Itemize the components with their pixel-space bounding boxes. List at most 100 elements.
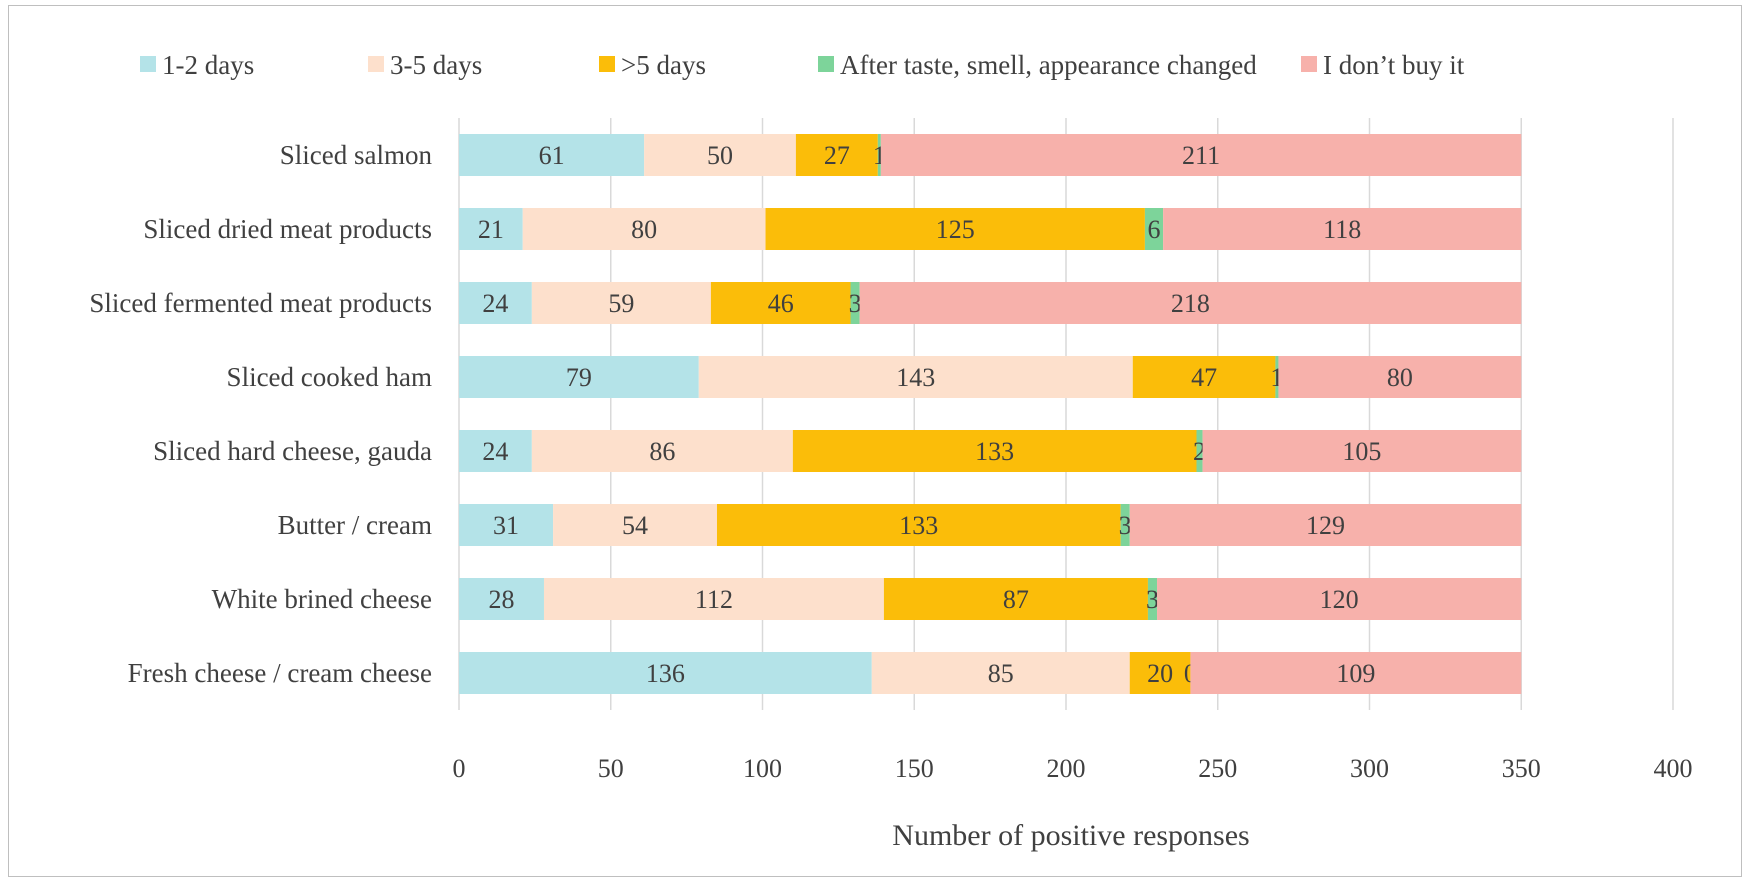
bar-4-series-4 <box>1202 430 1522 472</box>
category-label-2: Sliced fermented meat products <box>89 288 432 318</box>
category-label-1: Sliced dried meat products <box>143 214 432 244</box>
legend-swatch-2 <box>599 56 615 72</box>
bar-1-series-2 <box>765 208 1145 250</box>
bar-7-series-2 <box>1129 652 1191 694</box>
category-label-6: White brined cheese <box>212 584 432 614</box>
bar-0-series-4 <box>880 134 1522 176</box>
bar-7-series-0 <box>459 652 872 694</box>
x-tick-label-200: 200 <box>1047 754 1086 783</box>
x-tick-label-0: 0 <box>453 754 466 783</box>
data-label-3-series-0: 79 <box>566 363 592 392</box>
data-label-7-series-2: 20 <box>1147 659 1173 688</box>
bar-4-series-0 <box>459 430 532 472</box>
bar-1-series-1 <box>522 208 766 250</box>
data-label-4-series-2: 133 <box>975 437 1014 466</box>
bar-3-series-3 <box>1275 356 1279 398</box>
x-tick-label-50: 50 <box>598 754 624 783</box>
data-label-6-series-0: 28 <box>488 585 514 614</box>
data-label-3-series-4: 80 <box>1387 363 1413 392</box>
x-tick-labels: 0 50 100 150 200 250 300 350 400 <box>453 754 1693 783</box>
category-label-7: Fresh cheese / cream cheese <box>128 658 432 688</box>
legend: 1-2 days 3-5 days >5 days After taste, smel… <box>140 50 1465 80</box>
legend-label-0: 1-2 days <box>162 50 254 80</box>
data-label-0-series-2: 27 <box>824 141 850 170</box>
bar-2-series-4 <box>859 282 1522 324</box>
bar-6-series-0 <box>459 578 544 620</box>
data-label-1-series-1: 80 <box>631 215 657 244</box>
data-label-2-series-1: 59 <box>608 289 634 318</box>
bar-6-series-4 <box>1157 578 1522 620</box>
data-label-5-series-3: 3 <box>1119 511 1132 540</box>
data-label-7-series-4: 109 <box>1336 659 1375 688</box>
data-label-3-series-1: 143 <box>896 363 935 392</box>
bar-3-series-1 <box>698 356 1133 398</box>
bar-5-series-0 <box>459 504 554 546</box>
data-label-2-series-4: 218 <box>1171 289 1210 318</box>
data-label-6-series-2: 87 <box>1003 585 1029 614</box>
legend-label-4: I don’t buy it <box>1323 50 1465 80</box>
bar-0-series-0 <box>459 134 645 176</box>
bar-1-series-0 <box>459 208 523 250</box>
x-tick-label-150: 150 <box>895 754 934 783</box>
bar-2-series-3 <box>850 282 860 324</box>
bar-6-series-2 <box>883 578 1148 620</box>
bar-6-series-3 <box>1147 578 1158 620</box>
legend-swatch-0 <box>140 56 156 72</box>
legend-label-3: After taste, smell, appearance changed <box>840 50 1257 80</box>
x-tick-label-250: 250 <box>1198 754 1237 783</box>
data-label-1-series-3: 6 <box>1148 215 1161 244</box>
bar-1-series-4 <box>1163 208 1522 250</box>
bar-3-series-2 <box>1132 356 1276 398</box>
data-label-6-series-1: 112 <box>695 585 733 614</box>
bar-7-series-1 <box>871 652 1130 694</box>
data-label-1-series-2: 125 <box>936 215 975 244</box>
bar-0-series-1 <box>644 134 796 176</box>
data-label-4-series-0: 24 <box>482 437 508 466</box>
data-label-6-series-4: 120 <box>1320 585 1359 614</box>
category-labels: Sliced salmon Sliced dried meat products S… <box>89 140 432 688</box>
bar-3-series-0 <box>459 356 699 398</box>
data-label-1-series-0: 21 <box>478 215 504 244</box>
legend-swatch-1 <box>368 56 384 72</box>
legend-label-1: 3-5 days <box>390 50 482 80</box>
x-tick-label-300: 300 <box>1350 754 1389 783</box>
bar-5-series-3 <box>1120 504 1130 546</box>
bar-0-series-3 <box>877 134 881 176</box>
data-label-4-series-1: 86 <box>649 437 675 466</box>
data-label-7-series-1: 85 <box>988 659 1014 688</box>
bar-2-series-0 <box>459 282 532 324</box>
bar-1-series-3 <box>1144 208 1164 250</box>
category-label-5: Butter / cream <box>278 510 432 540</box>
data-label-5-series-2: 133 <box>899 511 938 540</box>
gridlines <box>458 118 1674 710</box>
bar-0-series-2 <box>795 134 878 176</box>
category-label-4: Sliced hard cheese, gauda <box>153 436 432 466</box>
data-label-7-series-0: 136 <box>646 659 685 688</box>
data-label-4-series-4: 105 <box>1342 437 1381 466</box>
legend-swatch-4 <box>1301 56 1317 72</box>
bar-7-series-4 <box>1190 652 1522 694</box>
data-label-0-series-4: 211 <box>1182 141 1220 170</box>
x-tick-label-400: 400 <box>1654 754 1693 783</box>
bar-2-series-1 <box>531 282 711 324</box>
data-label-3-series-2: 47 <box>1191 363 1217 392</box>
bar-5-series-1 <box>553 504 717 546</box>
bar-6-series-1 <box>543 578 884 620</box>
x-axis-title: Number of positive responses <box>892 819 1249 852</box>
bar-2-series-2 <box>710 282 851 324</box>
bar-4-series-3 <box>1196 430 1203 472</box>
data-label-5-series-1: 54 <box>622 511 648 540</box>
legend-swatch-3 <box>818 56 834 72</box>
x-tick-label-350: 350 <box>1502 754 1541 783</box>
category-label-0: Sliced salmon <box>280 140 433 170</box>
legend-label-2: >5 days <box>621 50 706 80</box>
data-label-0-series-1: 50 <box>707 141 733 170</box>
bar-4-series-1 <box>531 430 793 472</box>
data-label-2-series-2: 46 <box>768 289 794 318</box>
data-label-1-series-4: 118 <box>1323 215 1361 244</box>
bar-5-series-2 <box>716 504 1121 546</box>
data-label-0-series-0: 61 <box>539 141 565 170</box>
category-label-3: Sliced cooked ham <box>227 362 432 392</box>
